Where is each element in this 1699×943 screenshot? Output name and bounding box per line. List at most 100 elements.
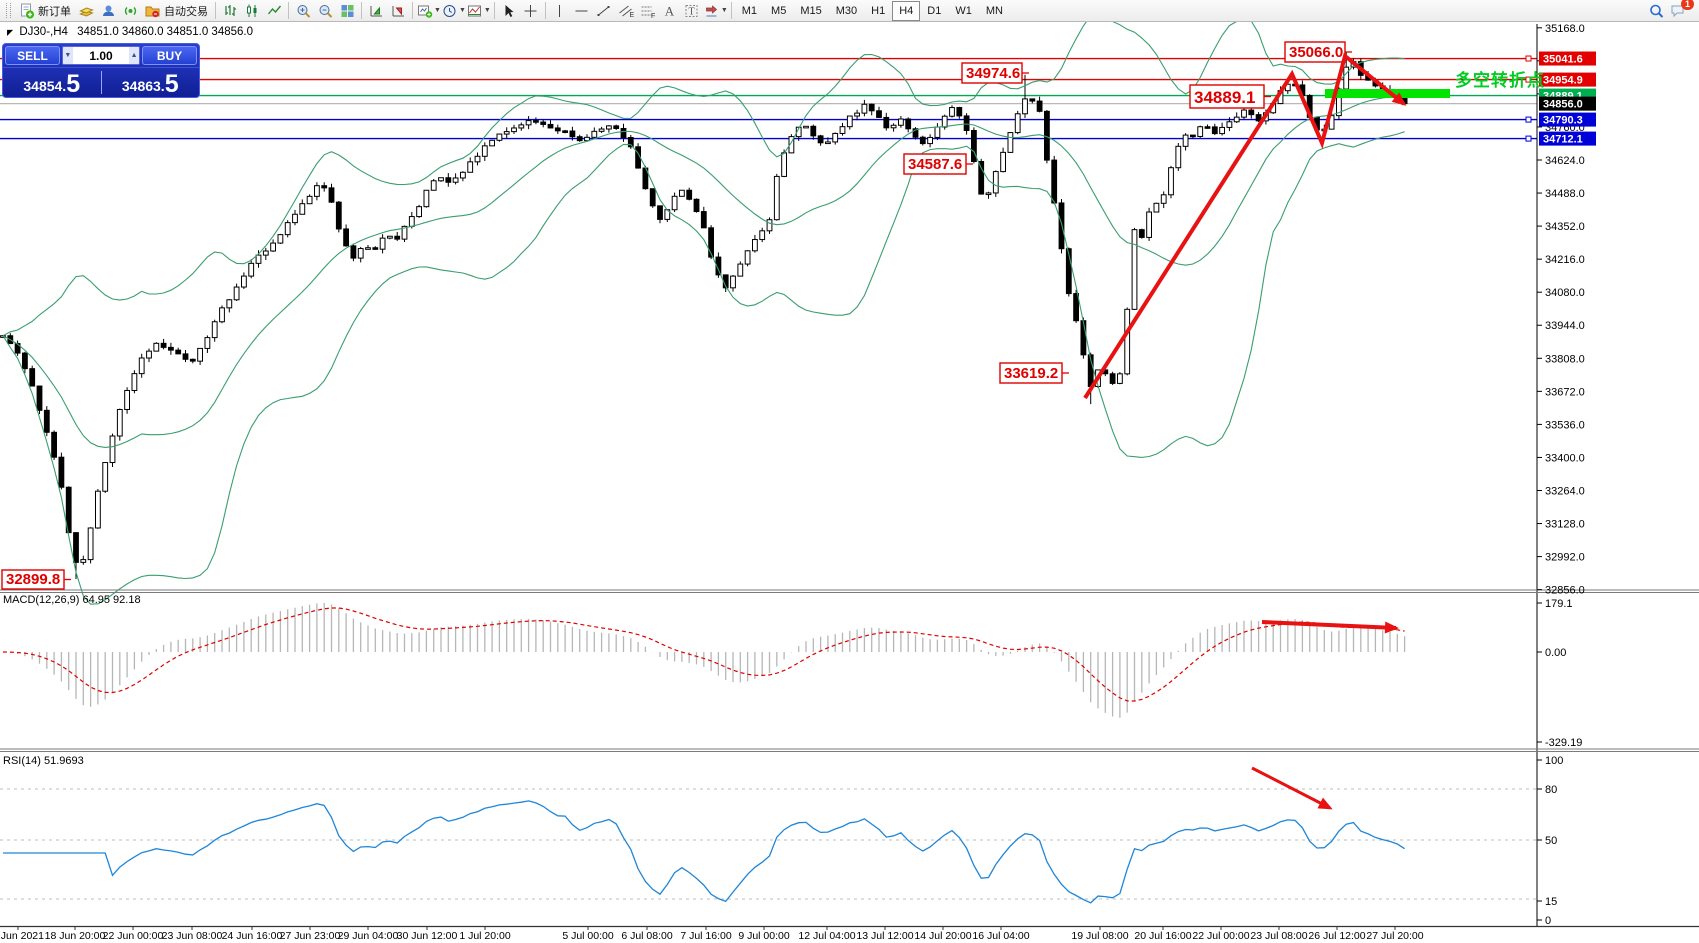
volume-increase-button[interactable]: ▲ xyxy=(129,47,139,64)
svg-text:33619.2: 33619.2 xyxy=(1004,365,1058,382)
timeframe-button-m30[interactable]: M30 xyxy=(835,4,858,17)
trendline-icon xyxy=(597,5,610,16)
tile-windows-icon xyxy=(341,4,353,17)
svg-text:7 Jun 2021: 7 Jun 2021 xyxy=(0,930,44,942)
buy-price[interactable]: 34863. 5 xyxy=(121,70,179,98)
zoom-out-icon xyxy=(319,4,332,18)
svg-text:16 Jul 04:00: 16 Jul 04:00 xyxy=(972,930,1029,942)
timeframe-button-w1[interactable]: W1 xyxy=(955,4,972,17)
text-label-button[interactable]: T xyxy=(681,1,703,21)
bar-chart-icon xyxy=(224,4,236,16)
one-click-trading-panel: SELL ▼ ▲ BUY 34854. 5 34863. 5 xyxy=(2,43,200,98)
timeframe-button-h4[interactable]: H4 xyxy=(892,0,921,21)
buy-button[interactable]: BUY xyxy=(142,46,197,65)
bar-chart-button[interactable] xyxy=(219,1,241,21)
svg-text:19 Jul 08:00: 19 Jul 08:00 xyxy=(1071,930,1128,942)
svg-text:5 Jul 00:00: 5 Jul 00:00 xyxy=(562,930,614,942)
clock-icon xyxy=(443,4,456,17)
dropdown-caret[interactable]: ▼ xyxy=(434,7,441,14)
timeframe-button-m5[interactable]: M5 xyxy=(771,4,787,17)
line-chart-button[interactable] xyxy=(263,1,285,21)
templates-button[interactable]: ▼ xyxy=(466,1,491,21)
svg-text:29 Jun 04:00: 29 Jun 04:00 xyxy=(338,930,399,942)
toolbar-separator xyxy=(215,2,216,19)
sell-button[interactable]: SELL xyxy=(5,46,60,65)
arrange-buy-button[interactable] xyxy=(365,1,387,21)
dropdown-caret[interactable]: ▼ xyxy=(458,7,466,14)
svg-text:34080.0: 34080.0 xyxy=(1545,287,1585,299)
candlestick-chart-icon xyxy=(246,4,256,17)
toolbar-separator xyxy=(544,2,546,19)
svg-text:32899.8: 32899.8 xyxy=(6,571,60,588)
search-button[interactable] xyxy=(1645,1,1667,21)
auto-trading-button[interactable] xyxy=(141,1,163,21)
fibonacci-button[interactable]: F xyxy=(637,1,659,21)
periods-button[interactable]: ▼ xyxy=(441,1,466,21)
toolbar-separator xyxy=(288,2,289,19)
new-order-button[interactable] xyxy=(15,1,37,21)
sell-price[interactable]: 34854. 5 xyxy=(23,70,81,98)
new-order-label[interactable]: 新订单 xyxy=(38,5,71,18)
svg-text:34624.0: 34624.0 xyxy=(1545,155,1585,167)
new-chart-button[interactable]: ▼ xyxy=(416,1,441,21)
auto-trading-label[interactable]: 自动交易 xyxy=(164,5,208,18)
chat-button[interactable]: 1 xyxy=(1667,0,1694,21)
svg-text:33400.0: 33400.0 xyxy=(1545,452,1585,464)
zoom-out-button[interactable] xyxy=(314,1,336,21)
crosshair-icon xyxy=(524,4,537,17)
svg-text:34352.0: 34352.0 xyxy=(1545,221,1585,233)
annotation-text: 多空转折点 xyxy=(1455,71,1545,90)
dropdown-caret[interactable]: ▼ xyxy=(483,7,491,14)
signals-icon xyxy=(124,6,136,15)
svg-text:23 Jul 08:00: 23 Jul 08:00 xyxy=(1250,930,1307,942)
svg-text:34712.1: 34712.1 xyxy=(1543,134,1583,146)
channel-button[interactable]: E xyxy=(615,1,637,21)
svg-text:34954.9: 34954.9 xyxy=(1543,75,1583,87)
timeframe-button-m15[interactable]: M15 xyxy=(800,4,822,17)
svg-text:0.00: 0.00 xyxy=(1545,647,1566,659)
toolbar-separator xyxy=(730,2,732,19)
timeframe-button-mn[interactable]: MN xyxy=(985,4,1003,17)
toolbar-grip xyxy=(6,3,11,18)
new-chart-icon xyxy=(418,5,433,18)
main-toolbar: 新订单 自动交易 xyxy=(0,0,1699,22)
community-button[interactable] xyxy=(97,1,119,21)
svg-text:179.1: 179.1 xyxy=(1545,598,1573,610)
vertical-line-button[interactable] xyxy=(549,1,571,21)
svg-text:33944.0: 33944.0 xyxy=(1545,320,1585,332)
svg-text:33672.0: 33672.0 xyxy=(1545,386,1585,398)
search-icon xyxy=(1649,4,1663,18)
timeframe-button-m1[interactable]: M1 xyxy=(741,4,758,17)
cursor-button[interactable] xyxy=(498,1,520,21)
shapes-icon xyxy=(705,4,717,16)
svg-text:30 Jun 12:00: 30 Jun 12:00 xyxy=(397,930,458,942)
tile-windows-button[interactable] xyxy=(336,1,358,21)
svg-text:33264.0: 33264.0 xyxy=(1545,485,1585,497)
text-label-icon: T xyxy=(685,4,698,17)
auto-trading-icon xyxy=(145,6,159,17)
timeframe-button-d1[interactable]: D1 xyxy=(927,4,942,17)
dropdown-caret[interactable]: ▼ xyxy=(720,7,728,14)
chart-down-icon xyxy=(392,5,404,16)
crosshair-button[interactable] xyxy=(520,1,542,21)
equidistant-channel-icon: E xyxy=(619,5,634,19)
candle-chart-button[interactable] xyxy=(241,1,263,21)
volume-input[interactable] xyxy=(72,47,130,64)
horizontal-line-button[interactable] xyxy=(571,1,593,21)
text-button[interactable]: A xyxy=(659,1,681,21)
signal-button[interactable] xyxy=(119,1,141,21)
gold-button[interactable] xyxy=(75,1,97,21)
trendline-button[interactable] xyxy=(593,1,615,21)
zoom-in-button[interactable] xyxy=(292,1,314,21)
shapes-button[interactable]: ▼ xyxy=(703,1,728,21)
ohlc-readout: 34851.0 34860.0 34851.0 34856.0 xyxy=(77,26,254,38)
chart-title: ◤ DJ30-,H4 34851.0 34860.0 34851.0 34856… xyxy=(7,26,253,38)
svg-text:34790.3: 34790.3 xyxy=(1543,115,1583,127)
chart-corner-icon: ◤ xyxy=(7,28,14,37)
timeframe-button-h1[interactable]: H1 xyxy=(871,4,886,17)
new-order-icon xyxy=(20,3,34,18)
volume-decrease-button[interactable]: ▼ xyxy=(63,47,73,64)
chart-up-icon xyxy=(370,5,382,16)
arrange-sell-button[interactable] xyxy=(387,1,409,21)
